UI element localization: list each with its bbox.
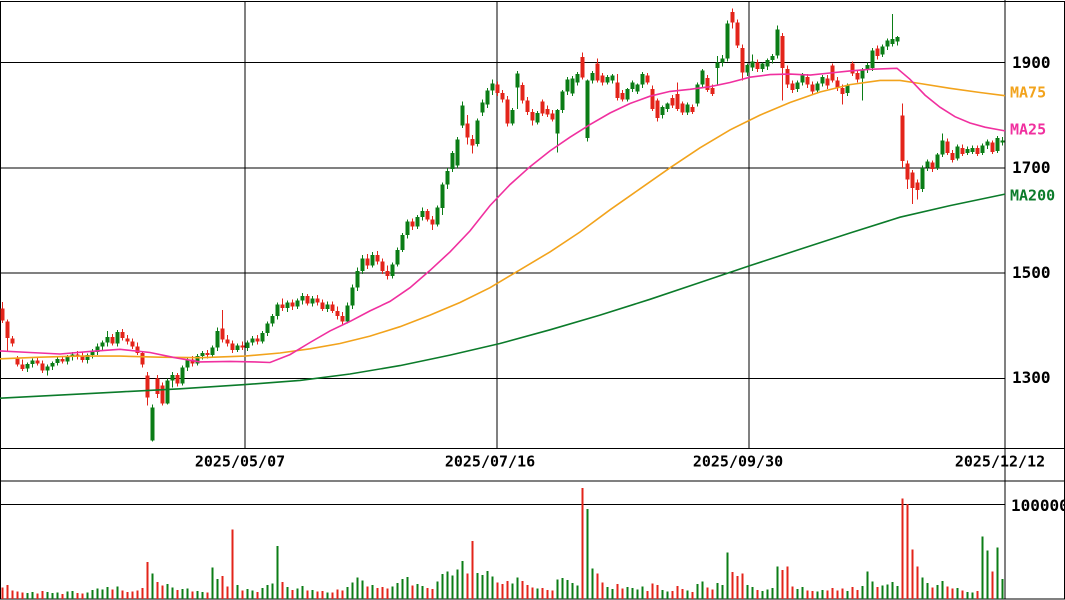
volume-axis-label-100000: 100000 (1011, 496, 1065, 515)
date-axis-label-3: 2025/09/30 (692, 452, 784, 471)
price-axis-label-1700: 1700 (1012, 158, 1051, 177)
price-axis-label-1500: 1500 (1012, 263, 1051, 282)
ma75-legend-label: MA75 (1010, 83, 1047, 102)
ma200-legend-label: MA200 (1010, 186, 1056, 205)
ma25-legend-label: MA25 (1010, 120, 1047, 139)
date-axis-label-2: 2025/07/16 (444, 452, 536, 471)
price-axis-label-1300: 1300 (1012, 368, 1051, 387)
date-axis-label-4: 2025/12/12 (954, 452, 1046, 471)
date-axis-label-1: 2025/05/07 (194, 452, 286, 471)
price-axis-label-1900: 1900 (1012, 53, 1051, 72)
